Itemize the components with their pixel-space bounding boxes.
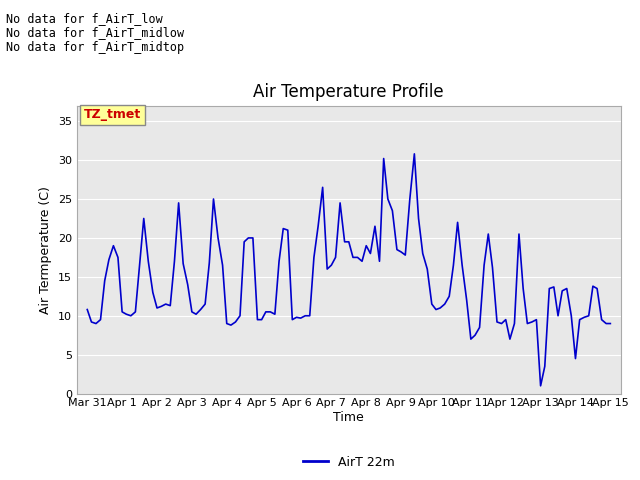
Text: TZ_tmet: TZ_tmet xyxy=(84,108,141,121)
Text: No data for f_AirT_midlow: No data for f_AirT_midlow xyxy=(6,26,184,39)
Title: Air Temperature Profile: Air Temperature Profile xyxy=(253,83,444,101)
Text: No data for f_AirT_midtop: No data for f_AirT_midtop xyxy=(6,41,184,54)
Y-axis label: Air Termperature (C): Air Termperature (C) xyxy=(39,186,52,313)
X-axis label: Time: Time xyxy=(333,411,364,424)
Legend: AirT 22m: AirT 22m xyxy=(298,451,399,474)
Text: No data for f_AirT_low: No data for f_AirT_low xyxy=(6,12,163,25)
